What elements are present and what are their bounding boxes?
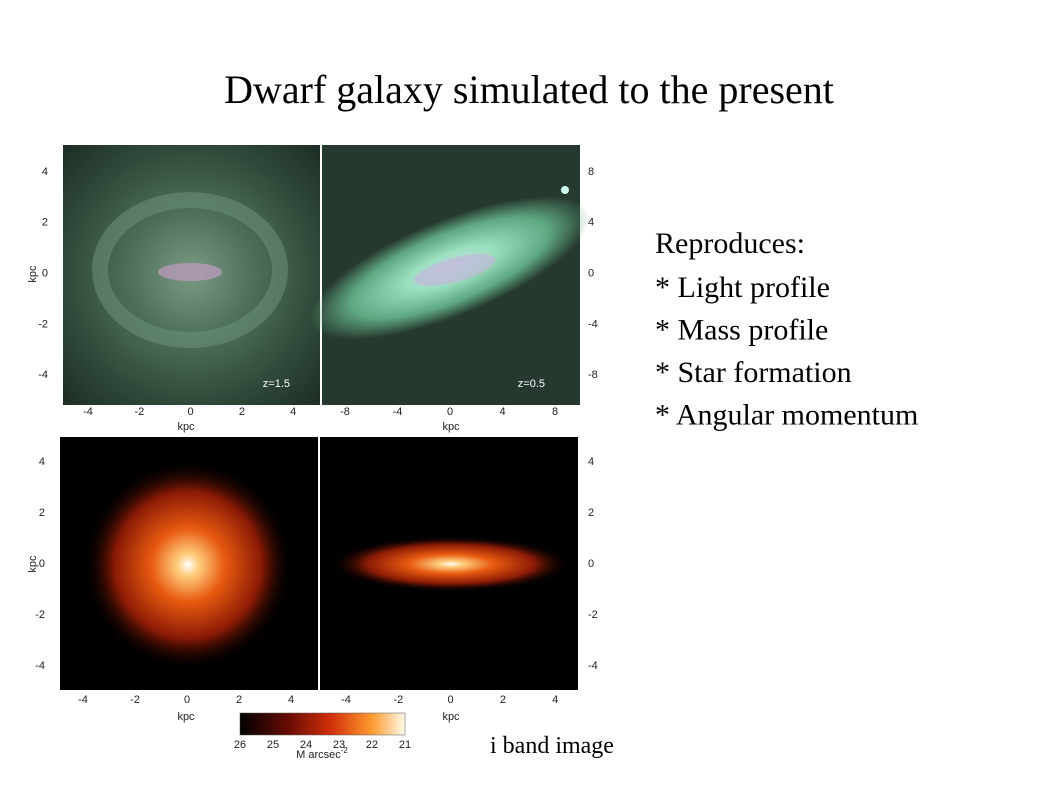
- x-tick-label: 0: [448, 694, 454, 706]
- caption: i band image: [490, 733, 614, 759]
- colorbar-tick-label: 23: [333, 739, 345, 751]
- x-tick-label: 4: [290, 406, 296, 418]
- x-tick-label: 0: [184, 694, 190, 706]
- panel-image: [320, 437, 578, 690]
- redshift-label: z=0.5: [518, 378, 545, 390]
- x-axis-label: kpc: [442, 711, 460, 723]
- x-tick-label: 4: [552, 694, 558, 706]
- note-item: * Angular momentum: [655, 399, 918, 432]
- y-tick-label: 4: [588, 217, 594, 229]
- x-tick-label: -4: [83, 406, 93, 418]
- y-tick-label: -2: [35, 609, 45, 621]
- y-tick-label: 0: [588, 558, 594, 570]
- x-tick-label: 0: [188, 406, 194, 418]
- x-tick-label: 0: [447, 406, 453, 418]
- colorbar-tick-label: 25: [267, 739, 279, 751]
- unit: M arcsec: [296, 749, 341, 761]
- note-item: * Mass profile: [655, 314, 828, 347]
- notes-heading: Reproduces:: [655, 227, 805, 260]
- y-tick-label: -2: [588, 609, 598, 621]
- y-tick-label: 0: [588, 268, 594, 280]
- colorbar-label: M arcsec-2: [296, 746, 348, 761]
- x-tick-label: -4: [393, 406, 403, 418]
- panel-image: [60, 437, 318, 690]
- colorbar-tick-label: 26: [234, 739, 246, 751]
- x-tick-label: -2: [393, 694, 403, 706]
- x-tick-label: -8: [340, 406, 350, 418]
- y-tick-label: -8: [588, 369, 598, 381]
- x-tick-label: -4: [341, 694, 351, 706]
- y-tick-label: -2: [38, 318, 48, 330]
- x-tick-label: 2: [236, 694, 242, 706]
- y-axis-label: kpc: [27, 555, 39, 573]
- x-tick-label: 4: [288, 694, 294, 706]
- x-tick-label: 4: [499, 406, 505, 418]
- y-tick-label: 2: [42, 217, 48, 229]
- y-tick-label: 8: [588, 166, 594, 178]
- y-tick-label: -4: [588, 660, 598, 672]
- y-axis-label: kpc: [27, 265, 39, 283]
- note-item: * Star formation: [655, 356, 852, 389]
- unit-exponent: -2: [341, 746, 349, 755]
- y-tick-label: -4: [38, 369, 48, 381]
- x-tick-label: 2: [239, 406, 245, 418]
- x-tick-label: -2: [130, 694, 140, 706]
- y-tick-label: 2: [588, 507, 594, 519]
- y-tick-label: 0: [39, 558, 45, 570]
- x-tick-label: -4: [78, 694, 88, 706]
- colorbar-tick-label: 22: [366, 739, 378, 751]
- y-tick-label: 4: [42, 166, 48, 178]
- x-tick-label: 2: [500, 694, 506, 706]
- y-tick-label: 4: [39, 456, 45, 468]
- panel-image: [309, 145, 591, 405]
- y-tick-label: -4: [588, 318, 598, 330]
- y-tick-label: -4: [35, 660, 45, 672]
- x-axis-label: kpc: [442, 421, 460, 433]
- panel-image: [63, 145, 320, 405]
- colorbar-tick-label: 24: [300, 739, 312, 751]
- redshift-label: z=1.5: [263, 378, 290, 390]
- x-tick-label: -2: [134, 406, 144, 418]
- colorbar: [239, 712, 406, 736]
- colorbar-tick-label: 21: [399, 739, 411, 751]
- title: Dwarf galaxy simulated to the present: [224, 67, 834, 112]
- x-tick-label: 8: [552, 406, 558, 418]
- x-axis-label: kpc: [177, 711, 195, 723]
- note-item: * Light profile: [655, 271, 830, 304]
- x-axis-label: kpc: [177, 421, 195, 433]
- y-tick-label: 2: [39, 507, 45, 519]
- y-tick-label: 0: [42, 268, 48, 280]
- y-tick-label: 4: [588, 456, 594, 468]
